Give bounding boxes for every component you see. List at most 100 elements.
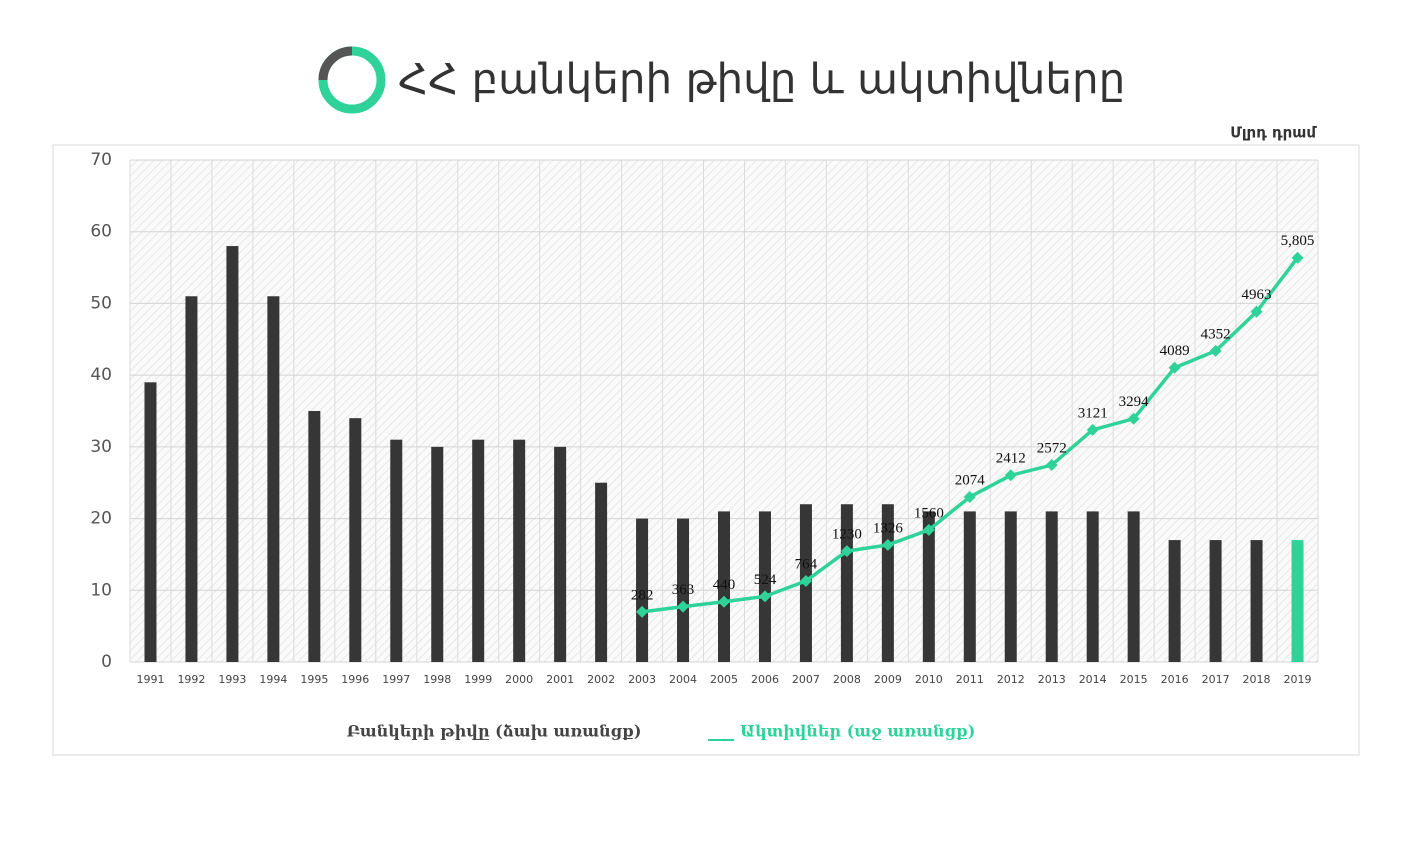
y-tick-label: 20 (90, 509, 112, 529)
bar (308, 411, 321, 662)
x-tick-label: 1991 (136, 673, 164, 686)
bar (390, 439, 403, 662)
bar (1250, 540, 1263, 662)
x-tick-label: 2000 (505, 673, 533, 686)
bar (472, 439, 485, 662)
x-tick-label: 1995 (300, 673, 328, 686)
bar (1045, 511, 1058, 662)
data-label: 4089 (1160, 343, 1190, 359)
x-tick-label: 1993 (218, 673, 246, 686)
bar (513, 439, 526, 662)
data-label: 524 (754, 572, 777, 588)
bar (267, 296, 280, 662)
bar (1168, 540, 1181, 662)
x-tick-label: 2009 (874, 673, 902, 686)
marker (922, 523, 935, 536)
data-label: 4352 (1201, 326, 1231, 342)
bar (144, 382, 157, 662)
bar (1127, 511, 1140, 662)
bar (595, 482, 608, 662)
y-tick-label: 0 (101, 652, 112, 672)
marker (636, 605, 649, 618)
data-label: 363 (672, 582, 695, 598)
x-tick-label: 2004 (669, 673, 697, 686)
bar (758, 511, 771, 662)
chart-title: ՀՀ բանկերի թիվը և ակտիվները (398, 55, 1125, 104)
bar (922, 511, 935, 662)
x-tick-label: 2001 (546, 673, 574, 686)
data-label: 1326 (873, 520, 904, 536)
data-label: 282 (631, 587, 654, 603)
x-tick-label: 2012 (997, 673, 1025, 686)
bar (677, 518, 690, 662)
frame (52, 144, 1360, 756)
x-tick-label: 2011 (956, 673, 984, 686)
x-tick-label: 2014 (1079, 673, 1107, 686)
x-tick-label: 1998 (423, 673, 451, 686)
x-tick-label: 2007 (792, 673, 820, 686)
x-tick-label: 2010 (915, 673, 943, 686)
y2-axis-label: Մլրդ դրամ (1230, 124, 1317, 142)
data-label: 2074 (955, 472, 986, 488)
x-tick-label: 2016 (1161, 673, 1189, 686)
legend-label: Բանկերի թիվը (ձախ առանցք) (347, 722, 642, 741)
data-label: 4963 (1242, 287, 1272, 303)
data-label: 1230 (832, 527, 862, 543)
x-tick-label: 2017 (1202, 673, 1230, 686)
bar (226, 246, 239, 663)
data-label: 440 (713, 577, 736, 593)
bar (185, 296, 198, 662)
data-label: 2412 (996, 451, 1026, 467)
bar (1086, 511, 1099, 662)
x-tick-label: 1999 (464, 673, 492, 686)
y-tick-label: 40 (90, 365, 112, 385)
x-tick-label: 2008 (833, 673, 861, 686)
marker (799, 574, 812, 587)
x-tick-label: 2002 (587, 673, 615, 686)
y-tick-label: 50 (90, 293, 112, 313)
icon (318, 46, 353, 81)
marker (1209, 344, 1222, 357)
x-tick-label: 2005 (710, 673, 738, 686)
x-tick-label: 2019 (1284, 673, 1312, 686)
marker (840, 545, 853, 558)
bar (1004, 511, 1017, 662)
y-tick-label: 60 (90, 222, 112, 242)
y-tick-label: 10 (90, 580, 112, 600)
legend-label: Ակտիվներ (աջ առանցք) (740, 722, 975, 741)
x-tick-label: 2013 (1038, 673, 1066, 686)
marker (1291, 251, 1304, 264)
data-label: 764 (795, 556, 818, 572)
marker (881, 538, 894, 551)
y-tick-label: 30 (90, 437, 112, 457)
data-label: 3294 (1119, 394, 1150, 410)
marker (677, 600, 690, 613)
data-label: 2572 (1037, 440, 1067, 456)
y-tick-label: 70 (90, 150, 112, 170)
bar (636, 518, 649, 662)
bar (431, 446, 444, 662)
x-tick-label: 2006 (751, 673, 779, 686)
marker (1127, 412, 1140, 425)
marker (1168, 361, 1181, 374)
marker (1045, 459, 1058, 472)
marker (1086, 423, 1099, 436)
x-tick-label: 2018 (1243, 673, 1271, 686)
x-tick-label: 1997 (382, 673, 410, 686)
x-tick-label: 2015 (1120, 673, 1148, 686)
marker (718, 595, 730, 608)
marker (1004, 469, 1017, 482)
bar (1209, 540, 1222, 662)
data-label: 1560 (914, 505, 944, 521)
x-tick-label: 2003 (628, 673, 656, 686)
bar (349, 418, 362, 662)
x-tick-label: 1992 (177, 673, 205, 686)
bar (840, 504, 853, 662)
bar (554, 446, 567, 662)
x-tick-label: 1994 (259, 673, 287, 686)
bar (963, 511, 976, 662)
data-label: 5,805 (1281, 233, 1315, 249)
x-tick-label: 1996 (341, 673, 369, 686)
bar (718, 511, 730, 662)
